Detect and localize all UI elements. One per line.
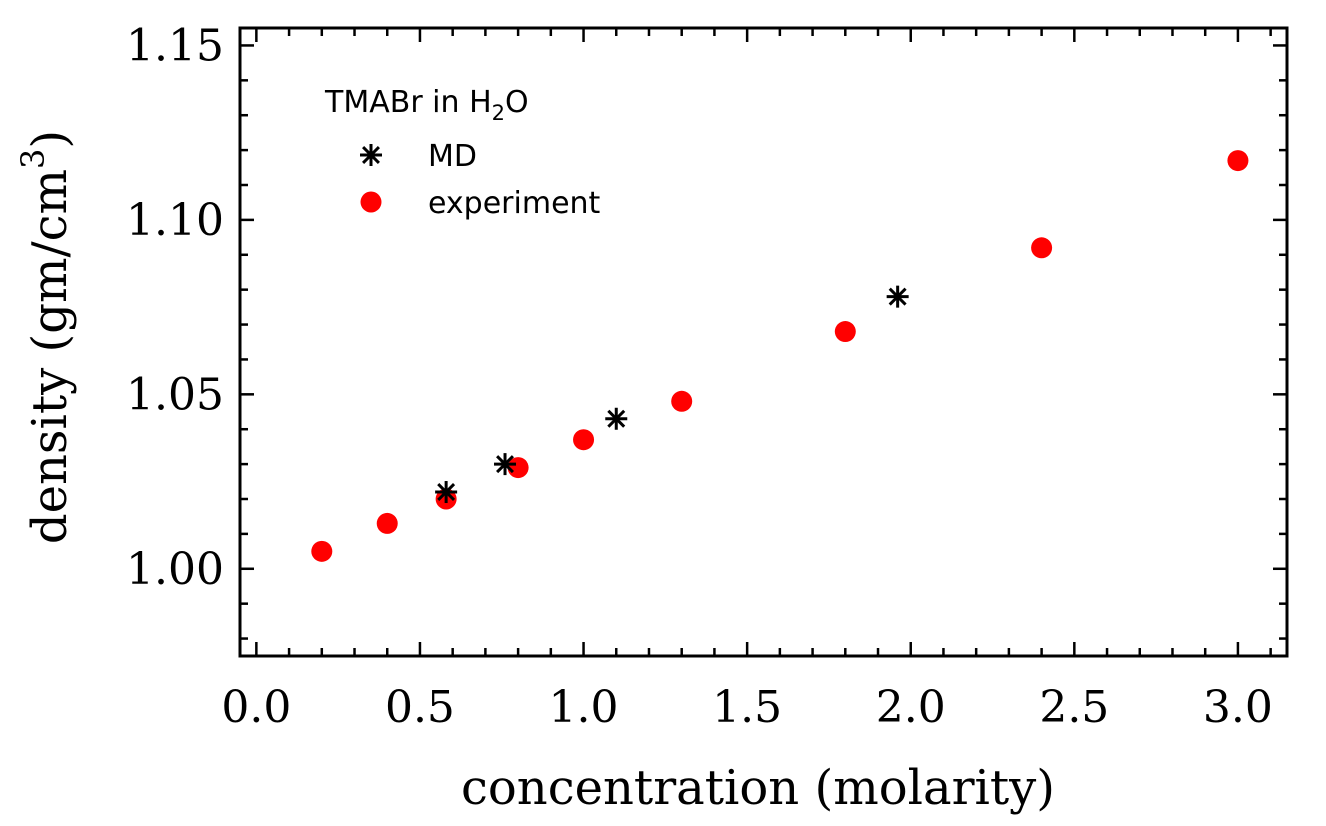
md-point bbox=[494, 453, 516, 475]
experiment-point bbox=[377, 513, 398, 534]
legend-md-label: MD bbox=[428, 139, 477, 174]
md-point bbox=[605, 408, 627, 430]
experiment-point bbox=[835, 321, 856, 342]
md-point bbox=[887, 286, 909, 308]
legend-title-main: TMABr in H bbox=[324, 85, 492, 120]
y-axis-label-main: density (gm/cm bbox=[22, 169, 78, 544]
experiment-point bbox=[573, 429, 594, 450]
legend-md-marker bbox=[360, 144, 382, 166]
experiment-point bbox=[311, 541, 332, 562]
density-chart: 0.0 0.5 1.0 1.5 2.0 2.5 3.0 1.00 1.05 1.10 1.15 co… bbox=[0, 0, 1326, 826]
x-tick-label: 2.0 bbox=[876, 682, 946, 733]
experiment-point bbox=[1227, 150, 1248, 171]
y-tick-label: 1.05 bbox=[126, 369, 224, 420]
legend-title: TMABr in H2O bbox=[324, 85, 529, 125]
y-tick-label: 1.00 bbox=[126, 544, 224, 595]
legend: TMABr in H2O MD experiment bbox=[324, 85, 601, 221]
x-tick-label: 2.5 bbox=[1039, 682, 1109, 733]
y-axis-label-superscript: 3 bbox=[14, 149, 52, 169]
plot-frame bbox=[240, 28, 1287, 656]
legend-title-end: O bbox=[505, 85, 529, 120]
y-tick-label: 1.10 bbox=[126, 195, 224, 246]
x-axis-label: concentration (molarity) bbox=[461, 760, 1055, 816]
x-tick-label: 3.0 bbox=[1203, 682, 1273, 733]
y-axis-label: density (gm/cm3) bbox=[14, 130, 78, 544]
tick-labels-layer: 0.0 0.5 1.0 1.5 2.0 2.5 3.0 1.00 1.05 1.10 1.15 bbox=[126, 20, 1273, 733]
experiment-point bbox=[671, 391, 692, 412]
md-series bbox=[435, 286, 909, 503]
legend-experiment-label: experiment bbox=[428, 186, 601, 221]
ticks-layer bbox=[240, 28, 1287, 656]
x-tick-label: 1.0 bbox=[549, 682, 619, 733]
legend-title-subscript: 2 bbox=[492, 101, 505, 125]
md-point bbox=[435, 481, 457, 503]
experiment-point bbox=[1031, 237, 1052, 258]
legend-experiment-marker bbox=[361, 192, 382, 213]
x-tick-label: 0.5 bbox=[385, 682, 455, 733]
legend-md-asterisk bbox=[360, 144, 382, 166]
x-tick-label: 1.5 bbox=[712, 682, 782, 733]
y-axis-label-close: ) bbox=[22, 130, 78, 149]
x-tick-label: 0.0 bbox=[221, 682, 291, 733]
y-tick-label: 1.15 bbox=[126, 20, 224, 71]
